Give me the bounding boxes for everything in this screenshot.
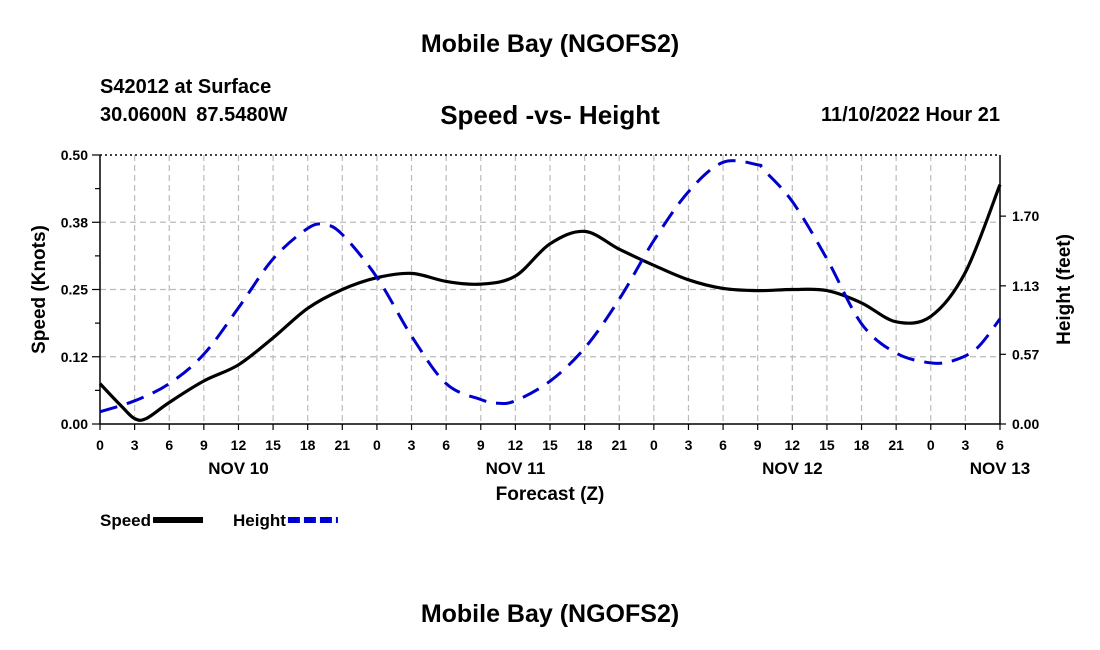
x-tick-label: 6	[719, 437, 727, 453]
y2-axis-title: Height (feet)	[1054, 234, 1075, 345]
x-tick-label: 0	[373, 437, 381, 453]
x-tick-label: 18	[300, 437, 316, 453]
y-axis-title: Speed (Knots)	[29, 225, 50, 354]
x-tick-label: 15	[819, 437, 835, 453]
x-tick-label: 6	[996, 437, 1004, 453]
x-tick-label: 0	[96, 437, 104, 453]
next-chart-title: Mobile Bay (NGOFS2)	[420, 600, 680, 628]
x-tick-label: 15	[265, 437, 281, 453]
x-date-label: NOV 11	[486, 459, 546, 478]
chart-main-title: Mobile Bay (NGOFS2)	[420, 30, 680, 58]
x-tick-label: 12	[508, 437, 524, 453]
y-tick-label: 0.50	[61, 147, 88, 163]
y-tick-label: 0.00	[61, 416, 88, 432]
series-line-height	[99, 159, 1002, 414]
legend-label: Speed	[100, 511, 151, 530]
x-tick-label: 3	[131, 437, 139, 453]
x-tick-label: 18	[854, 437, 870, 453]
x-tick-label: 6	[165, 437, 173, 453]
x-tick-label: 9	[200, 437, 208, 453]
y-tick-label: 0.38	[61, 214, 88, 230]
x-date-label: NOV 12	[762, 459, 822, 478]
station-label: S42012 at Surface	[100, 76, 272, 98]
y-tick-label: 0.25	[61, 282, 88, 298]
x-tick-label: 12	[785, 437, 801, 453]
x-tick-label: 3	[685, 437, 693, 453]
x-tick-label: 6	[442, 437, 450, 453]
x-tick-label: 9	[477, 437, 485, 453]
forecast-run-time: 11/10/2022 Hour 21	[820, 104, 1000, 126]
x-tick-label: 12	[231, 437, 247, 453]
x-axis-title: Forecast (Z)	[496, 484, 605, 505]
y2-tick-label: 0.57	[1012, 346, 1039, 362]
x-tick-label: 3	[961, 437, 969, 453]
x-tick-label: 0	[650, 437, 658, 453]
y2-tick-label: 1.70	[1012, 208, 1039, 224]
station-coordinates: 30.0600N 87.5480W	[100, 104, 288, 126]
speed-height-chart: 0 3 6 9 12 15 18 21 0 3 6 9 12 15 18 21 0 3 6 9 12 15 18 21 0 3 6 N…	[29, 147, 1075, 530]
legend-label: Height	[233, 511, 286, 530]
y-tick-label: 0.12	[61, 349, 88, 365]
x-tick-label: 18	[577, 437, 593, 453]
chart-subtitle: Speed -vs- Height	[440, 100, 660, 130]
x-tick-label: 15	[542, 437, 558, 453]
y2-tick-label: 0.00	[1012, 416, 1039, 432]
x-date-label: NOV 10	[208, 459, 268, 478]
x-tick-label: 21	[888, 437, 904, 453]
x-tick-label: 9	[754, 437, 762, 453]
x-date-label: NOV 13	[970, 459, 1030, 478]
y2-tick-label: 1.13	[1012, 278, 1039, 294]
x-tick-label: 3	[408, 437, 416, 453]
x-tick-label: 21	[611, 437, 627, 453]
x-tick-label: 21	[335, 437, 351, 453]
x-tick-label: 0	[927, 437, 935, 453]
